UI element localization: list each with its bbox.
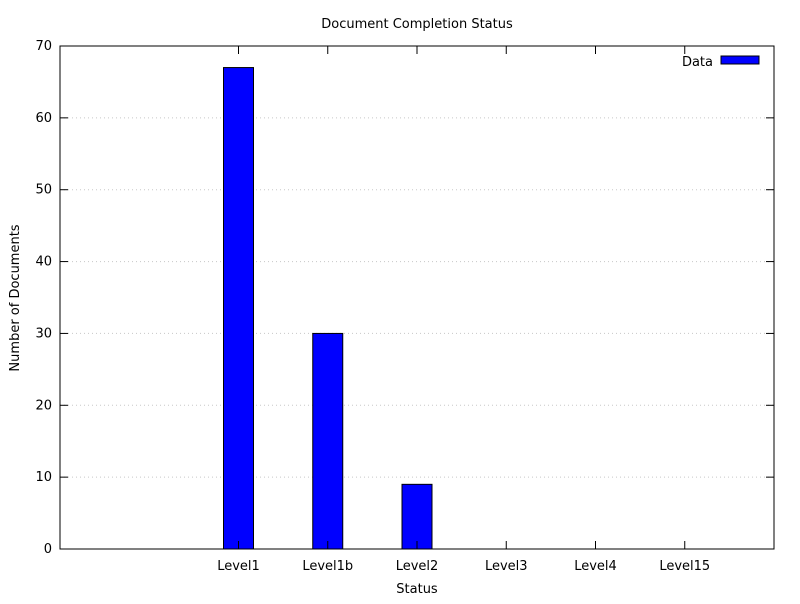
y-axis-label: Number of Documents	[8, 224, 23, 371]
x-tick-label: Level3	[485, 559, 528, 574]
y-tick-label: 50	[35, 183, 52, 198]
y-axis: 0 10 20 30 40 50 60 70	[35, 39, 774, 557]
legend-label: Data	[682, 55, 713, 70]
y-tick-label: 0	[44, 542, 52, 557]
x-tick-label: Level2	[396, 559, 439, 574]
x-axis: Level1 Level1b Level2 Level3 Level4 Level15	[217, 46, 710, 574]
y-tick-label: 40	[35, 255, 52, 270]
x-tick-label: Level15	[659, 559, 710, 574]
bar-level2	[401, 483, 433, 550]
y-tick-label: 60	[35, 111, 52, 126]
bar-level1	[223, 67, 254, 550]
y-tick-label: 20	[35, 398, 52, 413]
legend: Data	[682, 55, 760, 70]
y-tick-label: 10	[35, 470, 52, 485]
bars	[223, 67, 433, 550]
legend-swatch	[720, 55, 760, 65]
y-tick-label: 70	[35, 39, 52, 54]
y-tick-label: 30	[35, 326, 52, 341]
x-tick-label: Level1	[217, 559, 260, 574]
x-tick-label: Level4	[574, 559, 617, 574]
grid-lines	[60, 117, 774, 478]
bar-level1b	[312, 332, 344, 550]
x-axis-label: Status	[396, 582, 438, 597]
x-tick-label: Level1b	[302, 559, 353, 574]
chart-title: Document Completion Status	[321, 17, 513, 32]
